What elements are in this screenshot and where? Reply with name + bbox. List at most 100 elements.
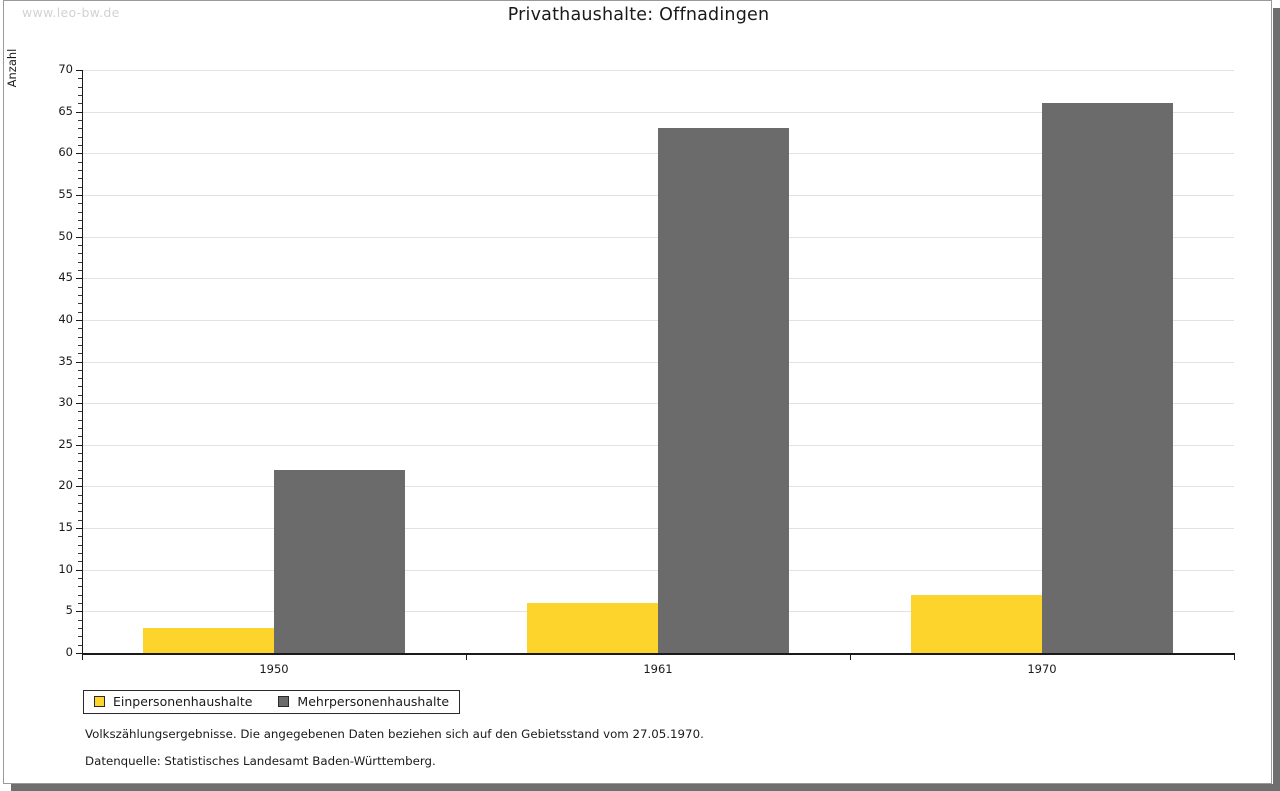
y-tick-minor xyxy=(78,211,82,213)
x-tick xyxy=(850,653,851,660)
y-tick-minor xyxy=(78,178,82,180)
y-tick-minor xyxy=(78,219,82,221)
y-tick-major xyxy=(76,153,82,155)
y-tick-major xyxy=(76,111,82,113)
y-tick-minor xyxy=(78,369,82,371)
y-tick-minor xyxy=(78,469,82,471)
bar-1970-mehrpersonenhaushalte[interactable] xyxy=(1042,103,1173,653)
y-tick-label: 10 xyxy=(58,561,73,576)
y-tick-minor xyxy=(78,503,82,505)
y-tick-label: 70 xyxy=(58,62,73,76)
y-tick-minor xyxy=(78,378,82,380)
y-tick-label: 40 xyxy=(58,311,73,326)
y-tick-minor xyxy=(78,328,82,330)
y-tick-minor xyxy=(78,344,82,346)
x-tick-edge xyxy=(1234,653,1235,660)
y-axis-label: Anzahl xyxy=(5,48,19,88)
y-tick-minor xyxy=(78,394,82,396)
y-tick-minor xyxy=(78,578,82,580)
legend-swatch-icon xyxy=(94,696,105,707)
y-tick-major xyxy=(76,194,82,196)
y-tick-minor xyxy=(78,119,82,121)
y-tick-minor xyxy=(78,544,82,546)
y-tick-minor xyxy=(78,144,82,146)
y-tick-label: 30 xyxy=(58,395,73,410)
y-tick-minor xyxy=(78,478,82,480)
bar-1970-einpersonenhaushalte[interactable] xyxy=(911,594,1042,653)
y-tick-major xyxy=(76,444,82,446)
footnote-volkszaehlung: Volkszählungsergebnisse. Die angegebenen… xyxy=(85,727,704,741)
y-tick-minor xyxy=(78,603,82,605)
y-tick-major xyxy=(76,569,82,571)
y-tick-minor xyxy=(78,428,82,430)
x-tick-label-1970: 1970 xyxy=(1027,662,1057,676)
y-tick-label: 35 xyxy=(58,353,73,368)
legend-entry-einpersonenhaushalte[interactable]: Einpersonenhaushalte xyxy=(94,694,252,709)
y-tick-major xyxy=(76,486,82,488)
y-tick-major xyxy=(76,236,82,238)
bar-1950-mehrpersonenhaushalte[interactable] xyxy=(274,469,405,653)
y-tick-minor xyxy=(78,286,82,288)
bar-1950-einpersonenhaushalte[interactable] xyxy=(143,628,274,653)
y-tick-minor xyxy=(78,536,82,538)
legend-swatch-icon xyxy=(278,696,290,707)
y-tick-minor xyxy=(78,311,82,313)
footnote-datenquelle: Datenquelle: Statistisches Landesamt Bad… xyxy=(85,754,436,768)
y-tick-minor xyxy=(78,619,82,621)
y-tick-minor xyxy=(78,436,82,438)
bar-1961-mehrpersonenhaushalte[interactable] xyxy=(658,128,789,653)
y-tick-label: 20 xyxy=(58,478,73,493)
y-tick-minor xyxy=(78,86,82,88)
y-tick-label: 50 xyxy=(58,228,73,243)
y-tick-major xyxy=(76,319,82,321)
y-tick-minor xyxy=(78,511,82,513)
y-tick-minor xyxy=(78,353,82,355)
y-tick-minor xyxy=(78,303,82,305)
y-tick-minor xyxy=(78,294,82,296)
y-tick-label: 15 xyxy=(58,520,73,535)
y-tick-minor xyxy=(78,169,82,171)
y-tick-minor xyxy=(78,78,82,80)
legend-label: Einpersonenhaushalte xyxy=(113,694,253,709)
plot-area: 0 5 10 15 20 25 30 35 40 45 50 55 60 65 70 1950 1961 197… xyxy=(58,63,1235,676)
watermark-text: www.leo-bw.de xyxy=(22,5,120,20)
x-tick-edge xyxy=(82,653,83,660)
y-axis-line xyxy=(82,70,83,653)
x-tick-label-1961: 1961 xyxy=(643,662,673,676)
y-tick-minor xyxy=(78,561,82,563)
chart-legend: Einpersonenhaushalte Mehrpersonenhaushalt… xyxy=(83,690,461,714)
y-tick-minor xyxy=(78,261,82,263)
y-tick-major xyxy=(76,611,82,613)
y-tick-minor xyxy=(78,461,82,463)
chart-frame: www.leo-bw.de Privathaushalte: Offnading… xyxy=(3,0,1272,784)
frame-shadow-right xyxy=(1273,8,1280,791)
y-tick-minor xyxy=(78,411,82,413)
gridline xyxy=(82,111,1234,113)
y-tick-minor xyxy=(78,228,82,230)
y-tick-minor xyxy=(78,103,82,105)
y-tick-minor xyxy=(78,336,82,338)
y-tick-minor xyxy=(78,628,82,629)
y-tick-major xyxy=(76,278,82,280)
gridline xyxy=(82,70,1234,71)
y-tick-minor xyxy=(78,269,82,271)
bar-1961-einpersonenhaushalte[interactable] xyxy=(527,603,658,653)
y-tick-minor xyxy=(78,203,82,205)
y-tick-minor xyxy=(78,128,82,130)
y-tick-major xyxy=(76,361,82,363)
y-tick-label: 45 xyxy=(58,270,73,285)
y-tick-major xyxy=(76,653,82,654)
y-tick-label: 0 xyxy=(65,645,73,659)
y-tick-minor xyxy=(78,453,82,455)
legend-label: Mehrpersonenhaushalte xyxy=(297,694,450,709)
y-tick-label: 5 xyxy=(65,603,73,618)
legend-entry-mehrpersonenhaushalte[interactable]: Mehrpersonenhaushalte xyxy=(278,694,449,709)
y-tick-minor xyxy=(78,136,82,138)
y-tick-major xyxy=(76,403,82,405)
y-tick-label: 55 xyxy=(58,186,73,201)
y-tick-minor xyxy=(78,494,82,496)
y-tick-minor xyxy=(78,553,82,555)
y-tick-major xyxy=(76,70,82,71)
y-tick-major xyxy=(76,528,82,530)
y-tick-minor xyxy=(78,94,82,96)
